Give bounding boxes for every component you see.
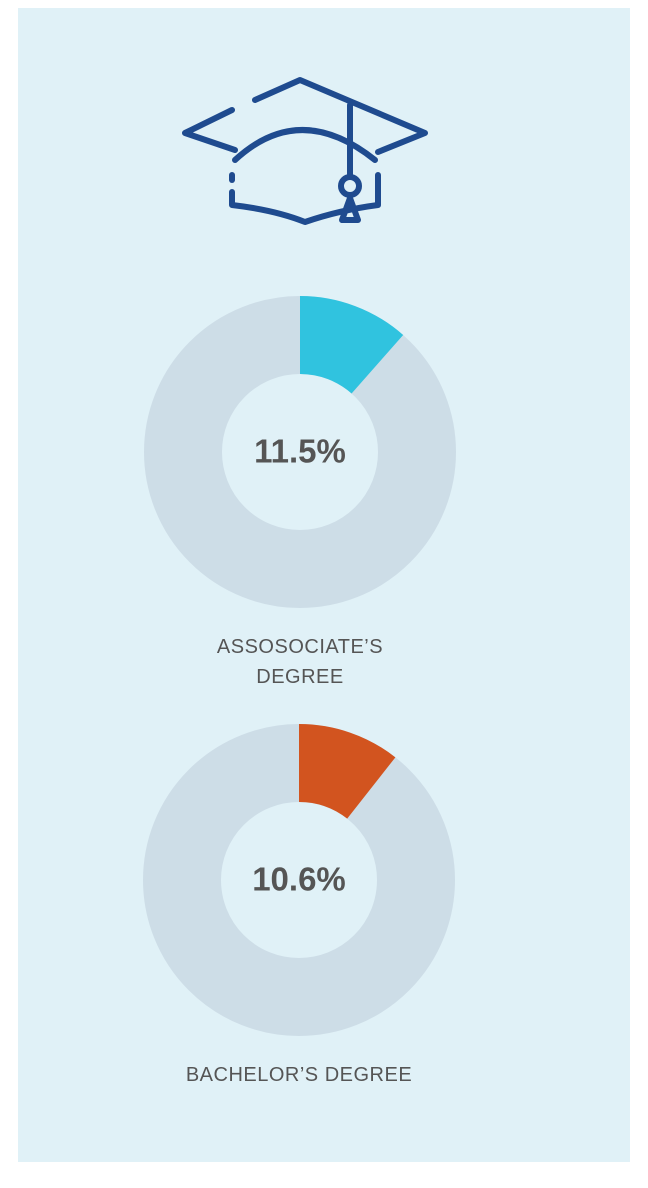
category-label: ASSOSOCIATE’S DEGREE bbox=[216, 636, 384, 688]
donut-segment bbox=[299, 724, 396, 819]
donut-center-label: 10.6% bbox=[252, 861, 346, 898]
donut-center-label: 11.5% bbox=[254, 433, 346, 470]
category-label: BACHELOR’S DEGREE bbox=[185, 1064, 413, 1086]
graduation-cap-icon bbox=[182, 77, 428, 225]
donut-segment bbox=[300, 296, 404, 394]
